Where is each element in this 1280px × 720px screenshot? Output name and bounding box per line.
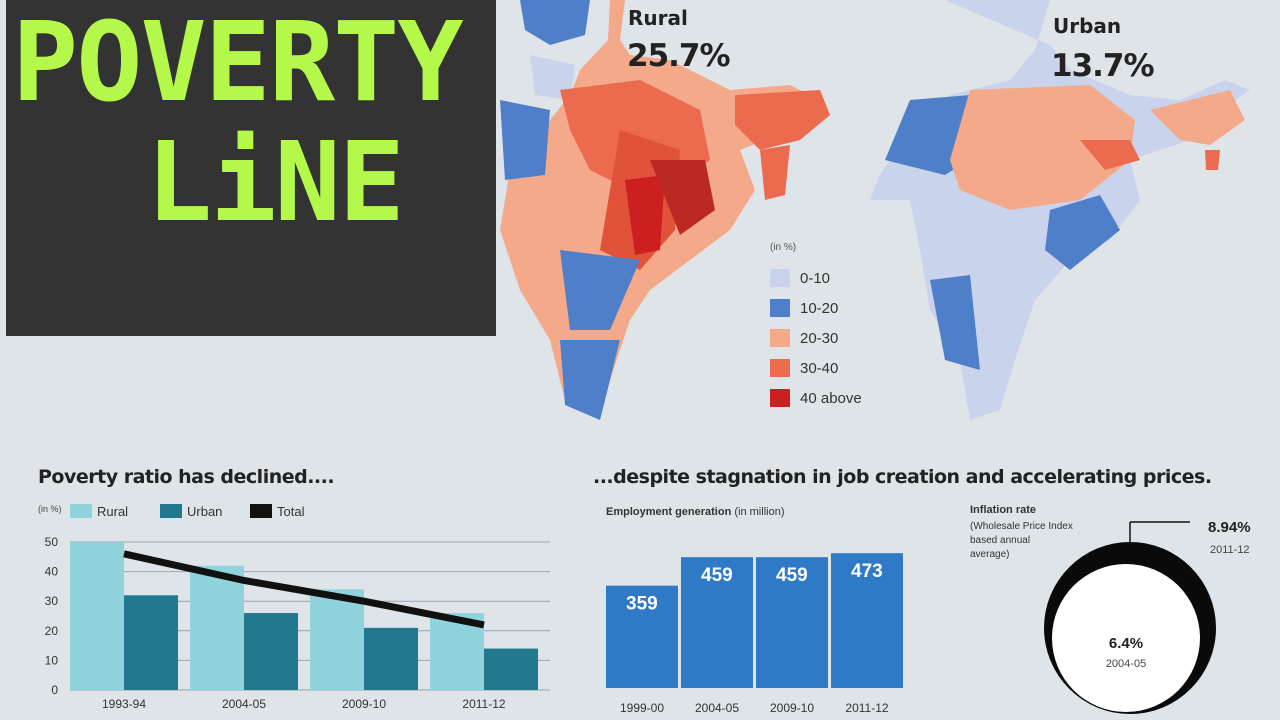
legend-label: 10-20: [800, 299, 839, 317]
rural-map: [500, 0, 830, 420]
urban-map-value: 13.7%: [1051, 48, 1155, 84]
y-tick-label: 20: [45, 624, 59, 638]
bar-rural: [310, 589, 364, 690]
legend-item: 30-40: [770, 353, 862, 383]
y-tick-label: 30: [45, 594, 59, 608]
x-tick-label: 2011-12: [845, 701, 888, 715]
legend-label: 30-40: [800, 359, 839, 377]
bar-rural: [190, 565, 244, 690]
x-tick-label: 2004-05: [695, 701, 739, 715]
legend-swatch: [770, 329, 790, 347]
employment-bar: [681, 557, 753, 688]
inflation-2004-period: 2004-05: [1106, 658, 1146, 670]
employment-value-label: 473: [851, 561, 883, 582]
title-line-1: POVERTY: [12, 0, 464, 126]
urban-map: [870, 0, 1250, 420]
india-maps: [500, 0, 1250, 420]
inflation-2004-value: 6.4%: [1109, 635, 1143, 652]
rural-map-value: 25.7%: [627, 38, 731, 74]
employment-bar: [831, 553, 903, 688]
map-legend: (in %) 0-10 10-20 20-30 30-40 40 above: [770, 242, 862, 413]
bar-urban: [484, 648, 538, 690]
x-tick-label: 2009-10: [770, 701, 814, 715]
inflation-chart: 8.94% 2011-12 6.4% 2004-05: [1044, 519, 1251, 714]
employment-value-label: 459: [776, 565, 808, 586]
legend-label: 20-30: [800, 329, 839, 347]
y-tick-label: 40: [45, 565, 59, 579]
employment-title: Employment generation (in million): [606, 506, 785, 518]
right-heading: ...despite stagnation in job creation an…: [593, 466, 1212, 488]
employment-bar: [756, 557, 828, 688]
legend-item: 10-20: [770, 293, 862, 323]
title-line-2: LiNE: [146, 118, 405, 246]
legend-label: Rural: [97, 504, 128, 519]
bar-urban: [364, 627, 418, 690]
rural-map-label: Rural: [628, 6, 688, 30]
y-tick-label: 50: [45, 535, 59, 549]
legend-swatch: [250, 504, 272, 518]
employment-value-label: 459: [701, 565, 733, 586]
legend-label: 0-10: [800, 269, 831, 287]
inflation-subtitle: (Wholesale Price Index based annual averag…: [970, 521, 1073, 560]
urban-map-label: Urban: [1053, 14, 1122, 38]
legend-label: Total: [277, 504, 305, 519]
legend-label: 40 above: [800, 389, 862, 407]
legend-swatch: [770, 389, 790, 407]
legend-item: 20-30: [770, 323, 862, 353]
inflation-2011-value: 8.94%: [1208, 519, 1251, 536]
poverty-ratio-chart: (in %) Rural Urban Total 0 10 20 30 40 50 1993-94 2…: [38, 504, 550, 711]
y-tick-label: 10: [45, 653, 59, 667]
legend-swatch: [70, 504, 92, 518]
legend-label: Urban: [187, 504, 222, 519]
x-tick-label: 2011-12: [462, 697, 505, 711]
legend-swatch: [770, 359, 790, 377]
bar-urban: [244, 613, 298, 690]
legend-title: (in %): [770, 242, 797, 253]
total-line: [123, 550, 485, 629]
bar-rural: [70, 542, 124, 690]
legend-swatch: [770, 299, 790, 317]
legend-swatch: [770, 269, 790, 287]
left-heading: Poverty ratio has declined....: [38, 466, 335, 488]
x-tick-label: 1999-00: [620, 701, 664, 715]
x-tick-label: 2009-10: [342, 697, 386, 711]
title-box: POVERTY LiNE: [6, 0, 496, 336]
employment-chart: 359 1999-00 459 2004-05 459 2009-10 473 2011-12: [606, 553, 903, 715]
legend-item: 40 above: [770, 383, 862, 413]
inflation-title: Inflation rate: [970, 504, 1037, 516]
legend-swatch: [160, 504, 182, 518]
x-tick-label: 1993-94: [102, 697, 146, 711]
y-tick-label: 0: [51, 683, 58, 697]
x-tick-label: 2004-05: [222, 697, 266, 711]
bar-urban: [124, 595, 178, 690]
employment-bar: [606, 585, 678, 688]
employment-value-label: 359: [626, 594, 658, 615]
inflation-inner-circle: [1052, 564, 1200, 712]
inflation-2011-period: 2011-12: [1210, 544, 1250, 556]
y-unit: (in %): [38, 504, 62, 514]
legend-item: 0-10: [770, 263, 862, 293]
